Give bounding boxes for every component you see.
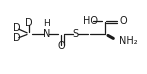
Text: O: O xyxy=(119,16,127,26)
Text: D: D xyxy=(25,18,33,28)
Text: D: D xyxy=(13,33,21,43)
Text: NH₂: NH₂ xyxy=(119,36,138,46)
Text: N: N xyxy=(43,29,50,39)
Text: HO: HO xyxy=(83,16,98,26)
Text: S: S xyxy=(73,29,79,39)
Text: O: O xyxy=(57,41,65,51)
Text: D: D xyxy=(13,23,21,33)
Text: H: H xyxy=(43,19,50,28)
